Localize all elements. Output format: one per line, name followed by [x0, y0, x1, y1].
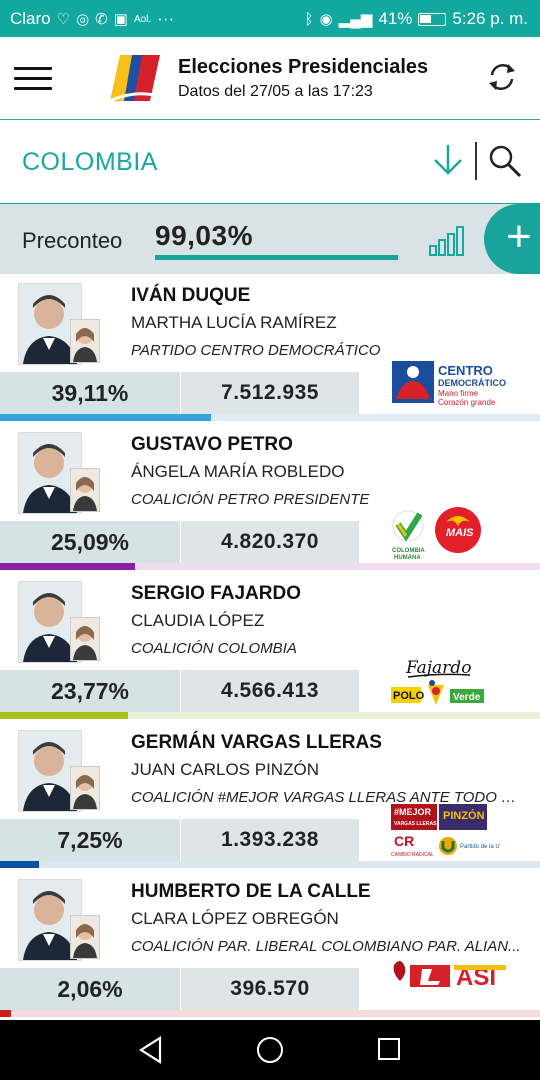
- divider: [475, 142, 477, 180]
- recent-apps-icon[interactable]: [378, 1038, 400, 1060]
- eye-comfort-icon: ◉: [319, 10, 333, 28]
- party-logo-text: HUMANA: [394, 555, 421, 560]
- candidate-name: GERMÁN VARGAS LLERAS: [131, 732, 382, 753]
- vote-share-fill: [0, 712, 129, 719]
- back-icon[interactable]: [138, 1036, 164, 1064]
- vote-count: 4.820.370: [181, 521, 359, 563]
- carrier-label: Claro: [10, 9, 51, 28]
- vote-share-bar: [0, 563, 540, 570]
- vice-president-name: CLARA LÓPEZ OBREGÓN: [131, 909, 339, 928]
- candidate-name: SERGIO FAJARDO: [131, 583, 301, 604]
- vote-share-bar: [0, 1010, 540, 1017]
- vote-percentage: 23,77%: [0, 670, 180, 712]
- vote-count: 7.512.935: [181, 372, 359, 414]
- vp-candidate-photo: [70, 468, 100, 512]
- menu-icon[interactable]: [14, 67, 52, 91]
- missed-call-icon: ✆: [95, 10, 108, 28]
- vote-share-fill: [0, 563, 136, 570]
- vote-count: 4.566.413: [181, 670, 359, 712]
- candidate-name: HUMBERTO DE LA CALLE: [131, 881, 371, 902]
- vp-candidate-photo: [70, 319, 100, 363]
- vice-president-name: ÁNGELA MARÍA ROBLEDO: [131, 462, 345, 481]
- vote-share-bar: [0, 414, 540, 421]
- candidate-card[interactable]: IVÁN DUQUE MARTHA LUCÍA RAMÍREZ PARTIDO …: [0, 275, 540, 423]
- vote-percentage: 39,11%: [0, 372, 180, 414]
- vp-candidate-photo: [70, 915, 100, 959]
- party-logo-text: Fajardo: [405, 658, 471, 678]
- expand-plus-button[interactable]: +: [484, 204, 540, 274]
- party-logo-text: MAIS: [446, 527, 474, 539]
- party-logo-text: POLO: [393, 690, 425, 702]
- vote-count: 1.393.238: [181, 819, 359, 861]
- party-logo-text: Verde: [453, 692, 481, 703]
- bar-chart-icon[interactable]: [428, 224, 466, 256]
- preconteo-progress-fill: [155, 255, 398, 260]
- refresh-icon[interactable]: [484, 59, 520, 95]
- party-logo-text: CENTRO: [438, 363, 493, 378]
- heart-rate-icon: ♡: [56, 10, 71, 28]
- region-name: COLOMBIA: [22, 148, 158, 176]
- vote-percentage: 2,06%: [0, 968, 180, 1010]
- candidate-card[interactable]: GUSTAVO PETRO ÁNGELA MARÍA ROBLEDO COALI…: [0, 424, 540, 572]
- vote-share-bar: [0, 861, 540, 868]
- clock: 5:26 p. m.: [452, 9, 528, 28]
- vice-president-name: CLAUDIA LÓPEZ: [131, 611, 265, 630]
- party-logo: COLOMBIA HUMANA MAIS: [388, 504, 520, 561]
- preconteo-bar: Preconteo 99,03% +: [0, 203, 540, 274]
- status-bar: Claro ♡ ◎ ✆ ▣ Aol. ··· ᛒ ◉ ▂▄▆ 41% 5:26 …: [0, 0, 540, 37]
- vote-share-fill: [0, 861, 40, 868]
- party-logo-text: #MEJOR: [394, 807, 432, 817]
- region-selector[interactable]: COLOMBIA: [0, 120, 540, 202]
- vote-count: 396.570: [181, 968, 359, 1010]
- candidate-name: GUSTAVO PETRO: [131, 434, 293, 455]
- party-logo-text: VARGAS LLERAS: [394, 821, 437, 827]
- preconteo-percentage: 99,03%: [155, 220, 253, 251]
- party-logo: Fajardo POLO Verde: [388, 653, 520, 709]
- vice-president-name: JUAN CARLOS PINZÓN: [131, 760, 319, 779]
- vote-percentage: 25,09%: [0, 521, 180, 563]
- vote-share-fill: [0, 1010, 12, 1017]
- more-notifications-icon: ···: [157, 9, 175, 28]
- app-header: Elecciones Presidenciales Datos del 27/0…: [0, 37, 540, 120]
- signal-icon: ▂▄▆: [338, 10, 373, 28]
- vote-share-bar: [0, 712, 540, 719]
- party-logo: ASI: [388, 951, 520, 1007]
- party-logo-text: Corazón grande: [438, 398, 496, 407]
- preconteo-progress: [155, 255, 400, 260]
- party-logo-text: COLOMBIA: [392, 548, 425, 554]
- battery-icon: [418, 12, 447, 26]
- party-logo-text: Mano firme: [438, 389, 479, 398]
- registraduria-logo: [109, 55, 163, 103]
- app-title: Elecciones Presidenciales: [178, 56, 429, 78]
- image-icon: ▣: [113, 10, 128, 28]
- party-logo: CENTRO DEMOCRÁTICO Mano firme Corazón gr…: [388, 355, 520, 411]
- vp-candidate-photo: [70, 617, 100, 661]
- candidate-card[interactable]: SERGIO FAJARDO CLAUDIA LÓPEZ COALICIÓN C…: [0, 573, 540, 721]
- system-nav-bar: [0, 1020, 540, 1080]
- home-icon[interactable]: [257, 1037, 283, 1063]
- vp-candidate-photo: [70, 766, 100, 810]
- search-icon[interactable]: [488, 144, 522, 178]
- arrow-down-icon[interactable]: [430, 142, 466, 178]
- battery-label: 41%: [378, 9, 413, 28]
- svg-text:CR: CR: [394, 833, 414, 849]
- bluetooth-icon: ᛒ: [304, 10, 314, 28]
- candidate-card[interactable]: GERMÁN VARGAS LLERAS JUAN CARLOS PINZÓN …: [0, 722, 540, 870]
- candidate-name: IVÁN DUQUE: [131, 285, 251, 306]
- data-timestamp: Datos del 27/05 a las 17:23: [178, 83, 373, 100]
- whatsapp-icon: ◎: [76, 10, 90, 28]
- candidate-card[interactable]: HUMBERTO DE LA CALLE CLARA LÓPEZ OBREGÓN…: [0, 871, 540, 1019]
- vote-percentage: 7,25%: [0, 819, 180, 861]
- aol-label: Aol.: [133, 13, 152, 25]
- party-logo-text: Partido de la U: [460, 844, 500, 850]
- party-logo-text: CAMBIO RADICAL: [391, 852, 434, 858]
- vice-president-name: MARTHA LUCÍA RAMÍREZ: [131, 313, 337, 332]
- vote-share-fill: [0, 414, 212, 421]
- party-logo: #MEJOR VARGAS LLERAS PINZÓN CR CAMBIO RA…: [388, 802, 520, 858]
- preconteo-label: Preconteo: [22, 228, 123, 253]
- party-logo-text: PINZÓN: [443, 809, 485, 822]
- party-logo-text: DEMOCRÁTICO: [438, 378, 506, 388]
